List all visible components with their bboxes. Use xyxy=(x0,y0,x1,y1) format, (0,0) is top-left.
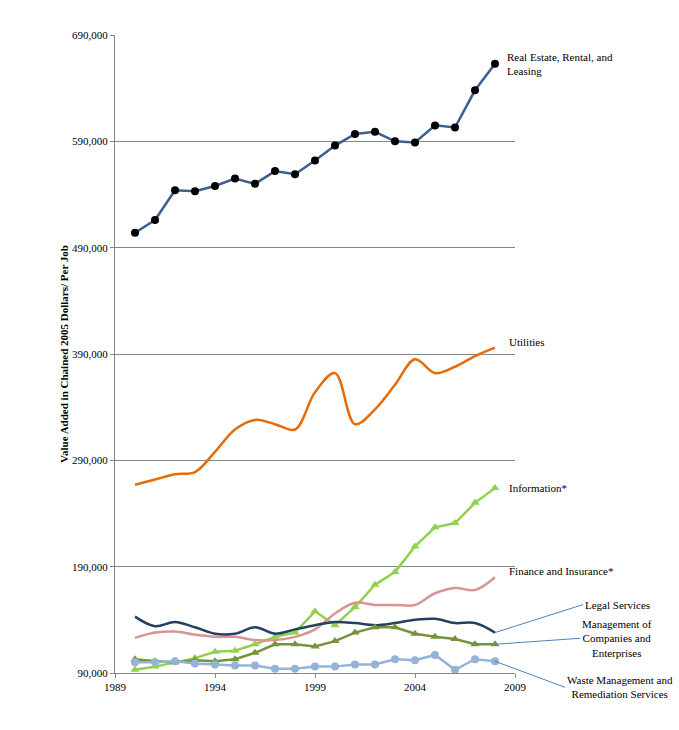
svg-text:Value Added in Chained 2005 Do: Value Added in Chained 2005 Dollars/ Per… xyxy=(58,245,70,463)
svg-text:2004: 2004 xyxy=(404,681,427,693)
svg-text:Information*: Information* xyxy=(509,482,567,494)
svg-text:90,000: 90,000 xyxy=(78,667,109,679)
svg-text:290,000: 290,000 xyxy=(72,454,108,466)
svg-text:Finance and Insurance*: Finance and Insurance* xyxy=(509,565,613,577)
svg-text:590,000: 590,000 xyxy=(72,135,108,147)
svg-text:1994: 1994 xyxy=(204,681,227,693)
svg-text:Utilities: Utilities xyxy=(509,336,544,348)
svg-text:Legal Services: Legal Services xyxy=(585,599,650,611)
svg-text:Waste Management andRemediatio: Waste Management andRemediation Services xyxy=(567,674,673,700)
svg-text:1999: 1999 xyxy=(304,681,327,693)
svg-text:490,000: 490,000 xyxy=(72,242,108,254)
svg-text:190,000: 190,000 xyxy=(72,561,108,573)
svg-text:690,000: 690,000 xyxy=(72,29,108,41)
svg-text:2009: 2009 xyxy=(504,681,527,693)
svg-text:Management ofCompanies andEnte: Management ofCompanies andEnterprises xyxy=(582,618,652,659)
svg-text:1989: 1989 xyxy=(104,681,127,693)
svg-text:Real Estate, Rental, andLeasin: Real Estate, Rental, andLeasing xyxy=(507,51,613,77)
svg-text:390,000: 390,000 xyxy=(72,348,108,360)
